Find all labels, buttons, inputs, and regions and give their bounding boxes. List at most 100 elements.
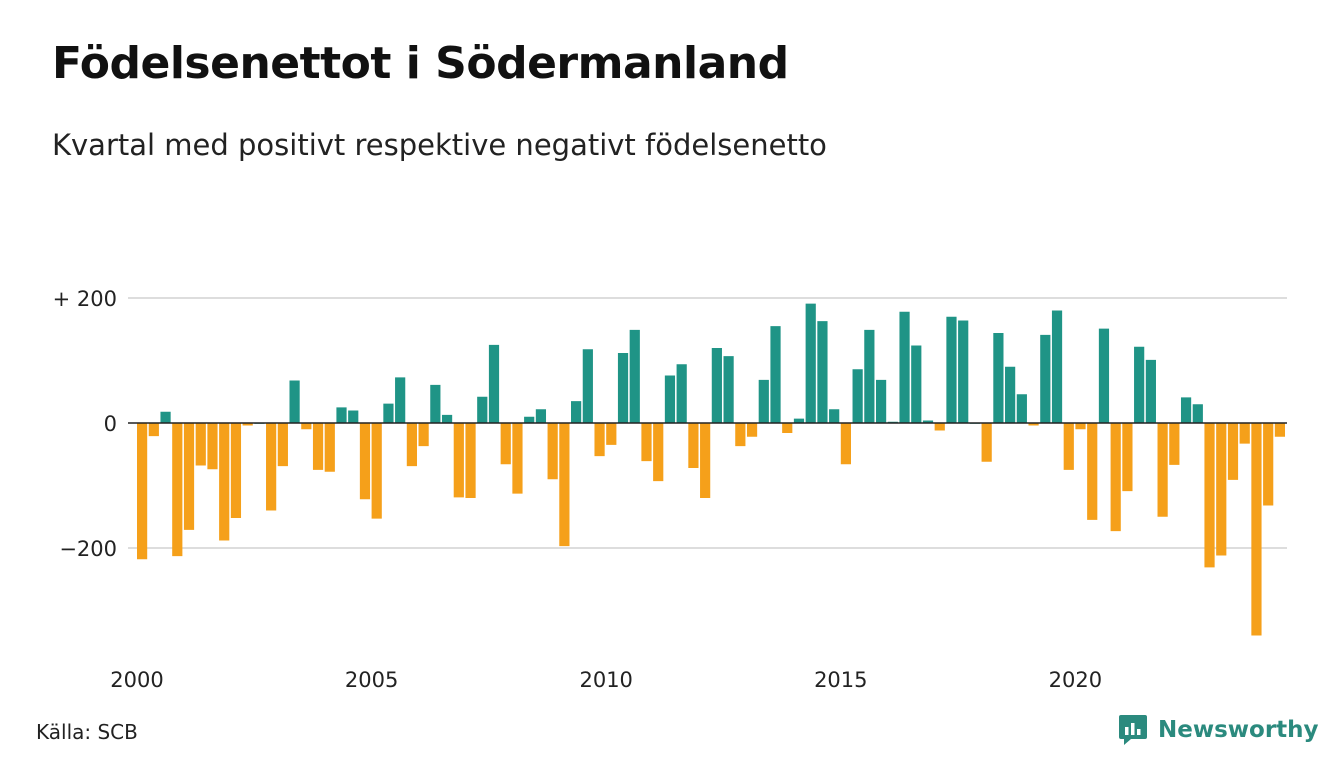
bar-2021-q3 [1145, 359, 1156, 424]
bar-2024-q1 [1263, 423, 1274, 506]
bar-2001-q2 [195, 423, 206, 466]
bar-2003-q4 [312, 423, 324, 470]
bar-2000-q4 [172, 423, 183, 557]
bar-2010-q3 [629, 329, 640, 424]
bar-2005-q2 [383, 403, 394, 424]
chart-title: Födelsenettot i Södermanland [52, 38, 789, 89]
bar-2020-q4 [1110, 423, 1121, 532]
bar-2006-q1 [418, 423, 429, 447]
bar-2017-q2 [946, 316, 957, 423]
bar-2000-q2 [148, 423, 159, 437]
source-label: Källa: SCB [36, 720, 138, 744]
bar-2010-q1 [606, 423, 617, 445]
x-tick-label: 2015 [814, 668, 867, 692]
bars [137, 303, 1286, 636]
bar-2022-q3 [1192, 404, 1203, 423]
bar-2023-q3 [1239, 423, 1250, 444]
bar-2017-q1 [934, 423, 945, 431]
bar-2022-q1 [1169, 423, 1180, 465]
bar-2010-q2 [617, 353, 629, 423]
bar-2013-q2 [758, 379, 769, 424]
y-tick-label: + 200 [53, 287, 117, 311]
bar-2023-q4 [1251, 423, 1262, 636]
bar-chart: + 200 0 −200 2000 2005 2010 2015 2020 [53, 287, 1287, 692]
bar-2007-q3 [488, 344, 500, 424]
bar-2002-q1 [230, 423, 242, 518]
bar-2020-q1 [1075, 423, 1086, 430]
x-tick-label: 2010 [579, 668, 632, 692]
bar-2010-q4 [641, 423, 652, 462]
bar-2008-q4 [547, 423, 558, 480]
y-axis-ticks: + 200 0 −200 [53, 287, 117, 561]
y-tick-label: 0 [104, 412, 117, 436]
bar-2018-q4 [1016, 394, 1027, 423]
bar-2011-q4 [688, 423, 699, 468]
bar-2008-q1 [512, 423, 523, 494]
brand-logo: Newsworthy [1118, 714, 1319, 746]
bar-2015-q3 [864, 329, 875, 424]
brand-name: Newsworthy [1158, 717, 1319, 743]
bar-2007-q2 [477, 396, 488, 423]
bar-2002-q2 [242, 423, 253, 426]
bar-2012-q1 [700, 423, 711, 498]
bar-2000-q3 [160, 411, 171, 423]
bar-2023-q2 [1227, 423, 1239, 480]
bar-2020-q2 [1087, 423, 1098, 520]
bar-2019-q1 [1028, 423, 1039, 426]
bar-2021-q2 [1134, 346, 1145, 423]
bar-2008-q2 [524, 416, 535, 423]
chart-subtitle: Kvartal med positivt respektive negativt… [52, 128, 827, 162]
bar-2013-q4 [782, 423, 793, 433]
bar-2014-q1 [793, 418, 805, 424]
bar-2015-q1 [840, 423, 851, 465]
bar-2020-q3 [1098, 328, 1110, 424]
y-tick-label: −200 [59, 537, 117, 561]
bar-2006-q2 [430, 384, 441, 424]
bar-2004-q1 [324, 423, 335, 472]
bar-2011-q2 [664, 375, 676, 423]
bar-2004-q3 [348, 410, 359, 423]
bar-2009-q3 [582, 349, 593, 423]
bar-2005-q3 [395, 377, 406, 424]
bar-2009-q2 [571, 401, 582, 424]
bar-2013-q3 [770, 326, 781, 424]
bar-2012-q4 [735, 423, 746, 447]
bar-2001-q3 [207, 423, 218, 470]
bar-2018-q2 [993, 333, 1004, 423]
bar-2000-q1 [137, 423, 148, 560]
bar-2016-q2 [899, 311, 910, 423]
bar-2014-q3 [817, 321, 828, 424]
bar-2007-q1 [465, 423, 476, 498]
bar-2015-q2 [852, 369, 863, 423]
bar-2011-q3 [676, 364, 687, 423]
bar-2021-q1 [1122, 423, 1133, 492]
bar-2009-q1 [559, 423, 570, 547]
bar-2004-q4 [359, 423, 371, 500]
bar-2018-q3 [1005, 366, 1016, 423]
bar-2003-q1 [277, 423, 288, 467]
bar-2008-q3 [535, 409, 547, 423]
bar-2019-q4 [1063, 423, 1074, 470]
bar-2013-q1 [746, 423, 758, 437]
bar-2021-q4 [1157, 423, 1168, 517]
bar-2022-q2 [1180, 397, 1192, 424]
bar-2001-q1 [183, 423, 195, 530]
bar-2005-q4 [406, 423, 417, 467]
bar-2002-q4 [266, 423, 277, 511]
bar-2016-q4 [922, 420, 934, 423]
x-tick-label: 2005 [345, 668, 398, 692]
newsworthy-icon [1119, 715, 1147, 745]
bar-2003-q2 [289, 380, 300, 423]
bar-2014-q2 [805, 303, 816, 424]
x-tick-label: 2020 [1049, 668, 1102, 692]
bar-2019-q2 [1040, 334, 1051, 424]
bar-2019-q3 [1051, 310, 1063, 423]
bar-2007-q4 [500, 423, 511, 465]
bar-2006-q3 [441, 414, 453, 424]
bar-2003-q3 [301, 423, 312, 430]
x-tick-label: 2000 [110, 668, 163, 692]
bar-2001-q4 [219, 423, 230, 541]
bar-2024-q2 [1274, 423, 1286, 437]
bar-2016-q3 [911, 345, 922, 423]
bar-2015-q4 [875, 379, 887, 424]
